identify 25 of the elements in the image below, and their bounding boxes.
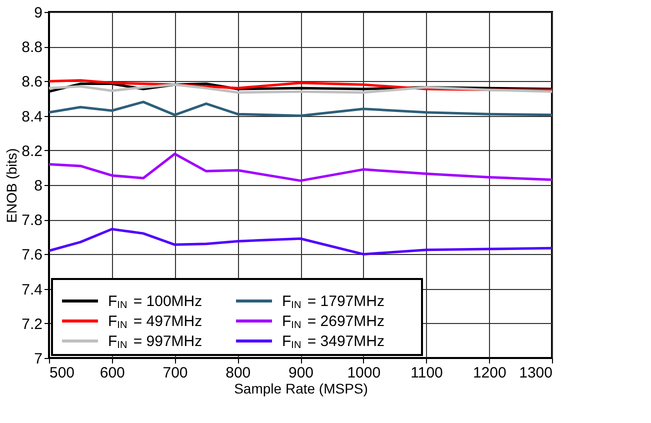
x-tick-label: 1000 xyxy=(347,364,381,382)
x-tick-label: 900 xyxy=(288,364,314,382)
y-tick-label: 7.8 xyxy=(22,212,42,230)
x-tick-label: 1100 xyxy=(410,364,443,382)
y-tick-label: 9 xyxy=(34,4,42,22)
y-tick-label: 8.6 xyxy=(22,74,42,91)
x-tick-label: 700 xyxy=(162,364,188,382)
x-tick-label: 800 xyxy=(226,364,251,382)
y-tick-label: 8.8 xyxy=(22,39,42,56)
x-tick-label: 1300 xyxy=(519,364,552,382)
x-tick-label: 1200 xyxy=(472,364,506,382)
y-tick-label: 7.2 xyxy=(22,316,42,333)
y-tick-label: 8.2 xyxy=(22,142,42,160)
y-tick-label: 7.6 xyxy=(22,246,42,264)
line-series xyxy=(48,228,554,256)
y-axis-title: ENOB (bits) xyxy=(4,148,20,223)
y-tick-label: 7 xyxy=(34,350,42,368)
x-axis-title: Sample Rate (MSPS) xyxy=(234,380,368,396)
x-tick-label: 600 xyxy=(100,364,125,382)
line-series xyxy=(48,100,554,118)
y-tick-label: 7.4 xyxy=(22,281,42,298)
y-tick-label: 8 xyxy=(34,178,42,194)
line-series xyxy=(48,152,554,182)
y-tick-label: 8.4 xyxy=(22,108,42,126)
x-tick-label: 500 xyxy=(50,364,75,382)
